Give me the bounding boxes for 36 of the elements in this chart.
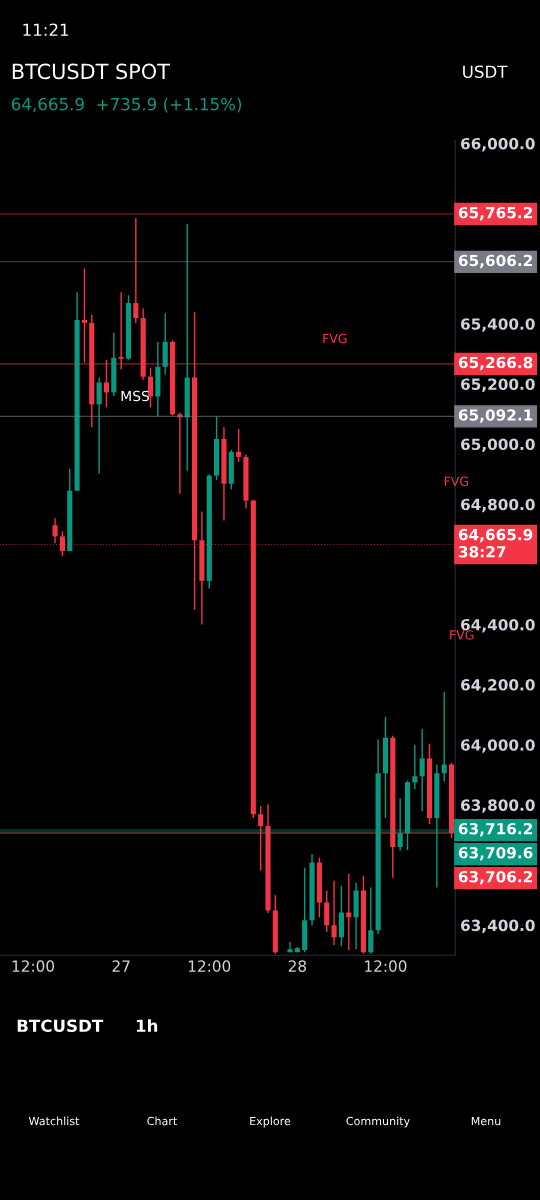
y-tick-label: 66,000.0 [461,137,535,152]
x-tick-label: 12:00 [365,960,407,972]
text: BTCUSDT [17,1019,104,1033]
y-tick-label: 64,800.0 [461,498,535,513]
x-tick-label: 28 [288,960,307,972]
chart-title: BTCUSDT SPOT [12,63,170,80]
ref-line-label: 63,716.2 [458,822,532,837]
y-tick-label: 65,200.0 [461,378,535,392]
text: Explore [250,1116,291,1128]
chart-subtitle: 64,665.9 +735.9 (+1.15%) [11,97,242,113]
ref-line-label: 65,765.2 [458,206,532,221]
ref-line-label: 63,709.6 [458,846,533,861]
y-tick-label: 63,800.0 [461,799,535,813]
annotation: FVG [323,333,347,344]
y-tick-label: 65,400.0 [461,318,535,332]
y-tick-label: 64,200.0 [461,679,535,693]
y-tick-label: 65,000.0 [461,438,535,453]
ref-line-label: 65,606.2 [458,254,532,269]
y-tick-label: 63,400.0 [461,919,535,934]
x-tick-label: 12:00 [188,960,231,972]
text: Watchlist [28,1116,80,1126]
annotation: FVG [444,476,468,487]
text: Menu [471,1116,501,1126]
text: Community [346,1116,410,1128]
x-tick-label: 27 [112,960,130,972]
ref-line-label: 63,706.2 [458,870,532,885]
text: USDT [463,65,508,79]
text: 11:21 [23,23,69,36]
text: Chart [147,1116,177,1126]
ref-line-label: 64,665.9 38:27 [458,528,533,558]
text: 1h [136,1019,158,1032]
x-tick-label: 12:00 [12,960,55,972]
ref-line-label: 65,092.1 [458,409,533,423]
y-tick-label: 64,000.0 [461,739,535,753]
annotation: MSS [121,390,150,402]
ref-line-label: 65,266.8 [458,356,533,371]
